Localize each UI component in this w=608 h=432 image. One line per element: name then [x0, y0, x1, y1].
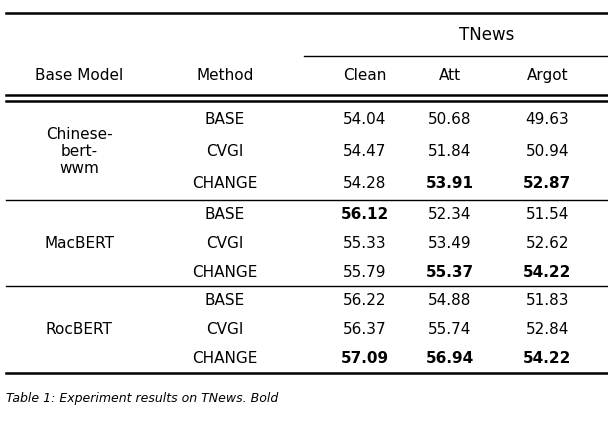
Text: 56.12: 56.12	[340, 207, 389, 222]
Text: 57.09: 57.09	[340, 351, 389, 366]
Text: 54.47: 54.47	[343, 144, 387, 159]
Text: 51.83: 51.83	[525, 293, 569, 308]
Text: 52.84: 52.84	[525, 322, 569, 337]
Text: CHANGE: CHANGE	[192, 264, 258, 280]
Text: BASE: BASE	[205, 111, 245, 127]
Text: Argot: Argot	[527, 68, 568, 83]
Text: Att: Att	[439, 68, 461, 83]
Text: 51.54: 51.54	[525, 207, 569, 222]
Text: 55.79: 55.79	[343, 264, 387, 280]
Text: RocBERT: RocBERT	[46, 322, 112, 337]
Text: 49.63: 49.63	[525, 111, 569, 127]
Text: CVGI: CVGI	[206, 322, 244, 337]
Text: 52.87: 52.87	[523, 176, 572, 191]
Text: Method: Method	[196, 68, 254, 83]
Text: CHANGE: CHANGE	[192, 176, 258, 191]
Text: CHANGE: CHANGE	[192, 351, 258, 366]
Text: BASE: BASE	[205, 207, 245, 222]
Text: 52.62: 52.62	[525, 236, 569, 251]
Text: 55.37: 55.37	[426, 264, 474, 280]
Text: 54.28: 54.28	[343, 176, 387, 191]
Text: 53.91: 53.91	[426, 176, 474, 191]
Text: CVGI: CVGI	[206, 236, 244, 251]
Text: 54.22: 54.22	[523, 351, 572, 366]
Text: CVGI: CVGI	[206, 144, 244, 159]
Text: 50.94: 50.94	[525, 144, 569, 159]
Text: 56.37: 56.37	[343, 322, 387, 337]
Text: MacBERT: MacBERT	[44, 236, 114, 251]
Text: 52.34: 52.34	[428, 207, 472, 222]
Text: 56.22: 56.22	[343, 293, 387, 308]
Text: 53.49: 53.49	[428, 236, 472, 251]
Text: 54.04: 54.04	[343, 111, 387, 127]
Text: 56.94: 56.94	[426, 351, 474, 366]
Text: Chinese-
bert-
wwm: Chinese- bert- wwm	[46, 127, 112, 176]
Text: 50.68: 50.68	[428, 111, 472, 127]
Text: 55.74: 55.74	[428, 322, 472, 337]
Text: BASE: BASE	[205, 293, 245, 308]
Text: Base Model: Base Model	[35, 68, 123, 83]
Text: 54.88: 54.88	[428, 293, 472, 308]
Text: 54.22: 54.22	[523, 264, 572, 280]
Text: Clean: Clean	[343, 68, 387, 83]
Text: Table 1: Experiment results on TNews. Bold: Table 1: Experiment results on TNews. Bo…	[6, 392, 278, 405]
Text: TNews: TNews	[458, 25, 514, 44]
Text: 51.84: 51.84	[428, 144, 472, 159]
Text: 55.33: 55.33	[343, 236, 387, 251]
